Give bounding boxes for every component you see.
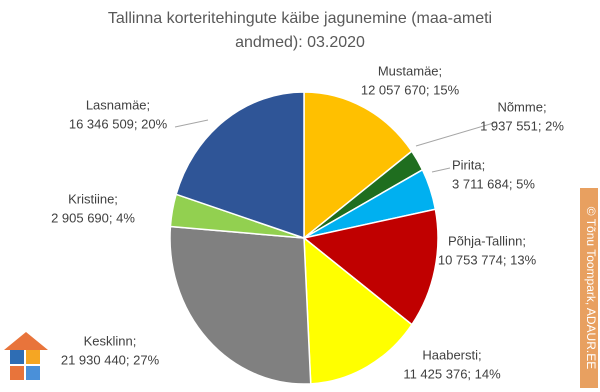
data-label: 10 753 774; 13% xyxy=(438,252,537,267)
category-label: Nõmme; xyxy=(497,99,546,114)
pie-slice xyxy=(175,91,305,240)
leader-line xyxy=(431,167,451,173)
chart-subtitle: andmed): 03.2020 xyxy=(235,34,365,51)
category-label: Haabersti; xyxy=(422,347,481,362)
leader-line xyxy=(415,121,498,147)
pie xyxy=(169,91,439,385)
data-label: 21 930 440; 27% xyxy=(61,352,160,367)
category-label: Kristiine; xyxy=(68,191,118,206)
category-label: Kesklinn; xyxy=(84,333,137,348)
leader-line xyxy=(174,119,209,128)
pie-slice xyxy=(303,91,413,240)
chart-title: Tallinna korteritehingute käibe jagunemi… xyxy=(108,10,492,27)
category-label: Lasnamäe; xyxy=(86,97,150,112)
data-label: 11 425 376; 14% xyxy=(403,366,501,381)
category-label: Mustamäe; xyxy=(378,63,442,78)
pie-slice xyxy=(169,225,312,385)
data-label: 3 711 684; 5% xyxy=(452,176,535,191)
data-label: 12 057 670; 15% xyxy=(361,82,460,97)
logo xyxy=(4,332,48,380)
watermark-box xyxy=(580,188,598,388)
data-label: 16 346 509; 20% xyxy=(69,116,168,131)
pie-slice xyxy=(303,236,413,385)
category-label: Põhja-Tallinn; xyxy=(448,233,526,248)
pie-slice xyxy=(302,208,439,326)
watermark: © Tõnu Toompark, ADAUR.EE xyxy=(584,207,598,369)
data-label: 2 905 690; 4% xyxy=(51,210,135,225)
category-label: Pirita; xyxy=(452,157,485,172)
data-label: 1 937 551; 2% xyxy=(480,118,564,133)
